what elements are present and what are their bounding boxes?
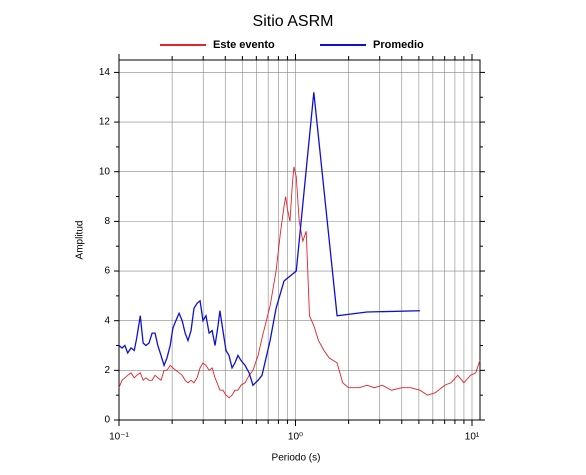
y-tick-label: 6 xyxy=(104,266,110,277)
x-tick-label: 10⁻¹ xyxy=(109,432,129,443)
legend-label: Este evento xyxy=(213,39,275,51)
plot-frame xyxy=(118,59,481,421)
x-tick-label: 10¹ xyxy=(465,432,480,443)
series-line xyxy=(118,166,481,399)
y-tick-label: 10 xyxy=(99,166,111,177)
y-tick-label: 8 xyxy=(104,216,110,227)
y-tick-label: 14 xyxy=(99,67,111,78)
y-axis-label: Amplitud xyxy=(75,221,86,260)
y-tick-label: 2 xyxy=(104,365,110,376)
legend-label: Promedio xyxy=(373,39,424,51)
series-line xyxy=(118,92,420,387)
x-axis-label: Periodo (s) xyxy=(272,453,321,464)
y-tick-label: 0 xyxy=(104,415,110,426)
chart-title: Sitio ASRM xyxy=(253,13,334,30)
y-tick-label: 12 xyxy=(99,117,111,128)
x-tick-label: 10⁰ xyxy=(288,432,303,443)
y-tick-label: 4 xyxy=(104,315,110,326)
